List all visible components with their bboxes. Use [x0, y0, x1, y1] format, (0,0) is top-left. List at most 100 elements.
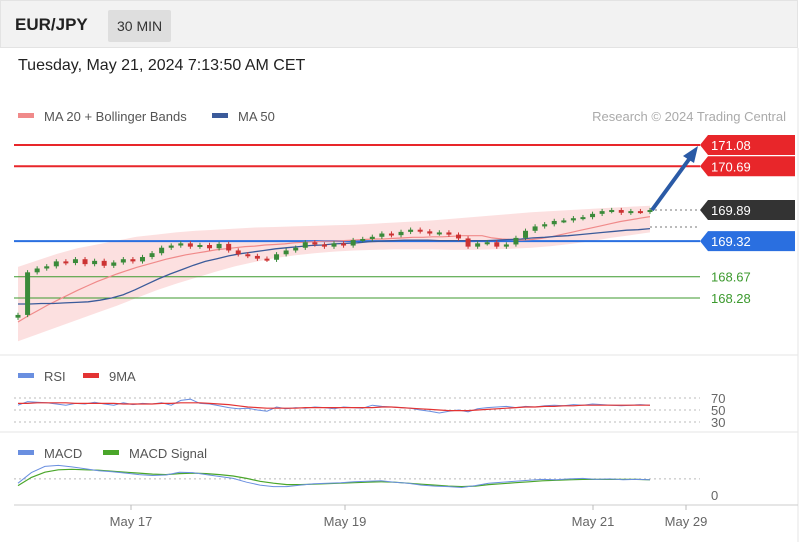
- candle-body: [388, 233, 394, 236]
- candle-body: [197, 244, 203, 247]
- candle-body: [139, 257, 145, 262]
- candle-body: [628, 211, 634, 214]
- candle-body: [484, 242, 490, 245]
- candle-body: [503, 244, 509, 247]
- candle-body: [647, 210, 653, 213]
- copyright: Research © 2024 Trading Central: [592, 109, 786, 124]
- candle-body: [341, 243, 347, 246]
- candle-body: [254, 255, 260, 259]
- candle-body: [25, 272, 31, 315]
- candle-body: [609, 210, 615, 213]
- macd-tick-0: 0: [711, 488, 718, 503]
- rsi-tick-70: 70: [711, 391, 725, 406]
- rsi-legend-label: RSI: [44, 369, 66, 384]
- candle-body: [513, 237, 519, 245]
- candle-body: [111, 262, 117, 266]
- candle-body: [101, 260, 107, 266]
- candle-body: [446, 232, 452, 235]
- candle-body: [542, 224, 548, 227]
- candle-body: [63, 261, 69, 264]
- forecast-arrow-shaft: [650, 156, 692, 212]
- forecast-arrow-head: [683, 146, 698, 163]
- candle-body: [408, 229, 414, 232]
- rsi-legend-swatch: [18, 373, 34, 378]
- candle-body: [369, 236, 375, 239]
- candle-body: [130, 259, 136, 262]
- rsi-ma-legend-swatch: [83, 373, 99, 378]
- candle-body: [92, 260, 98, 265]
- candle-body: [532, 226, 538, 231]
- candle-body: [178, 243, 184, 246]
- candle-body: [465, 238, 471, 247]
- level-tags: 171.08 170.69 169.89 169.32 168.67 168.28: [700, 135, 795, 306]
- candle-body: [494, 242, 500, 247]
- rsi-legend: RSI 9MA: [18, 369, 136, 384]
- candle-body: [44, 266, 50, 269]
- x-tick-label: May 21: [572, 514, 615, 529]
- level-label-168.67: 168.67: [711, 270, 751, 285]
- rsi-ma-line: [18, 402, 650, 412]
- candle-body: [120, 259, 126, 263]
- candle-body: [331, 243, 337, 247]
- candle-body: [235, 250, 241, 255]
- candle-body: [149, 253, 155, 258]
- x-tick-label: May 19: [324, 514, 367, 529]
- level-tag-170.69: [700, 156, 795, 177]
- candle-body: [427, 231, 433, 234]
- level-tag-label-169.89: 169.89: [711, 203, 751, 218]
- candle-body: [245, 254, 251, 257]
- candle-body: [293, 247, 299, 251]
- candle-body: [618, 210, 624, 213]
- candle-body: [321, 244, 327, 247]
- candle-body: [34, 268, 40, 273]
- candle-body: [523, 230, 529, 238]
- candle-body: [455, 234, 461, 239]
- ma20-legend-swatch: [18, 113, 34, 118]
- timeframe-badge[interactable]: 30 MIN: [108, 10, 172, 42]
- x-tick-label: May 29: [665, 514, 708, 529]
- macd-line: [17, 464, 651, 489]
- macd-signal-legend-swatch: [103, 450, 119, 455]
- level-tag-label-170.69: 170.69: [711, 159, 751, 174]
- candle-body: [360, 238, 366, 241]
- candle-body: [637, 211, 643, 214]
- ma50-legend-label: MA 50: [238, 109, 275, 124]
- candle-body: [168, 245, 174, 248]
- macd-signal-legend-label: MACD Signal: [129, 446, 207, 461]
- candle-body: [302, 242, 308, 248]
- x-tick-label: May 17: [110, 514, 153, 529]
- macd-legend-label: MACD: [44, 446, 82, 461]
- candle-body: [475, 243, 481, 247]
- level-tag-169.89: [700, 200, 795, 221]
- x-axis: May 17 May 19 May 21 May 29: [110, 505, 708, 529]
- instrument-name: EUR/JPY: [15, 15, 88, 34]
- candle-body: [274, 254, 280, 260]
- candle-body: [417, 229, 423, 232]
- macd-panel: 0: [14, 464, 718, 503]
- forecast-arrow: [650, 146, 698, 212]
- candle-body: [436, 232, 442, 235]
- candle-body: [599, 211, 605, 214]
- main-legend: MA 20 + Bollinger Bands MA 50 Research ©…: [18, 109, 786, 124]
- candle-body: [82, 259, 88, 265]
- candle-body: [283, 250, 289, 255]
- candle-body: [570, 218, 576, 221]
- level-tag-169.32: [700, 231, 795, 252]
- ma50-legend-swatch: [212, 113, 228, 118]
- candle-body: [312, 242, 318, 245]
- candle-body: [590, 213, 596, 218]
- candle-body: [187, 243, 193, 247]
- macd-legend-swatch: [18, 450, 34, 455]
- ma20-legend-label: MA 20 + Bollinger Bands: [44, 109, 187, 124]
- header-bar: EUR/JPY 30 MIN: [0, 0, 798, 48]
- candle-body: [551, 220, 557, 225]
- candle-body: [207, 244, 213, 249]
- candle-body: [580, 217, 586, 220]
- rsi-tick-50: 50: [711, 403, 725, 418]
- price-panel: [14, 144, 700, 342]
- level-tag-label-171.08: 171.08: [711, 138, 751, 153]
- candle-body: [561, 220, 567, 223]
- bollinger-band: [18, 205, 650, 342]
